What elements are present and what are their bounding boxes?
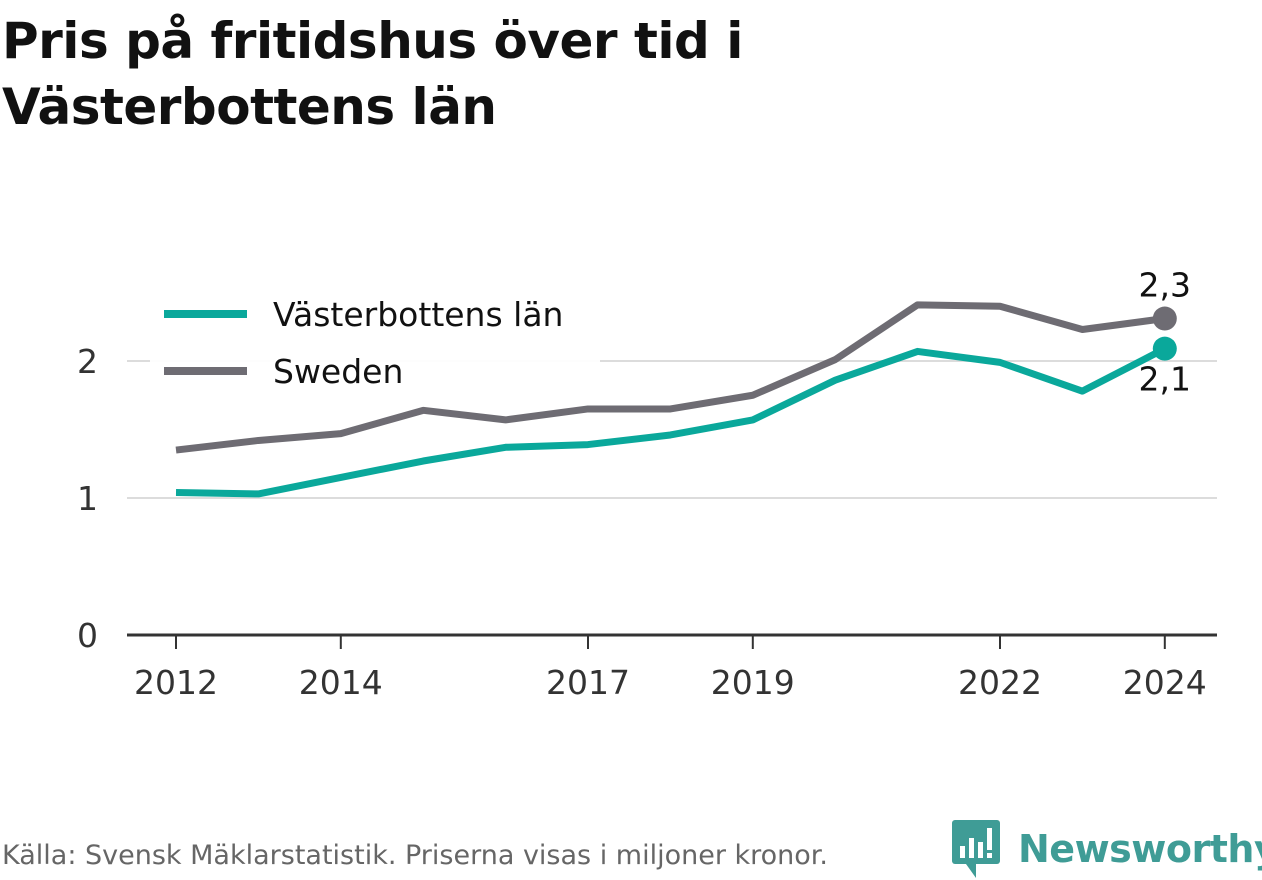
source-note: Källa: Svensk Mäklarstatistik. Priserna …: [2, 840, 829, 871]
y-tick-label-2: 2: [77, 342, 98, 381]
x-tick-label-2017: 2017: [546, 663, 630, 702]
chart-title: Pris på fritidshus över tid i Västerbott…: [2, 12, 743, 136]
x-tick-label-2014: 2014: [299, 663, 383, 702]
legend-label-sweden: Sweden: [273, 352, 403, 391]
legend-label-vasterbotten: Västerbottens län: [273, 295, 563, 334]
newsworthy-logo-icon: [952, 820, 1000, 878]
series-line-sweden: [175, 301, 1166, 454]
x-tick-label-2012: 2012: [134, 663, 218, 702]
legend: Västerbottens län Sweden: [150, 284, 600, 396]
x-tick-label-2024: 2024: [1123, 663, 1207, 702]
legend-background: [150, 284, 600, 396]
end-label-sweden: 2,3: [1139, 266, 1191, 305]
series-lines: 2,1 2,3: [175, 266, 1191, 498]
end-point-vasterbotten: [1152, 336, 1177, 361]
end-point-sweden: [1152, 306, 1177, 331]
brand-name: Newsworthy: [1018, 827, 1262, 871]
y-tick-label-0: 0: [77, 616, 98, 655]
x-axis: 2012 2014 2017 2019 2022 2024: [127, 633, 1217, 702]
series-line-vasterbotten: [175, 345, 1167, 498]
x-tick-label-2019: 2019: [711, 663, 795, 702]
x-tick-label-2022: 2022: [958, 663, 1042, 702]
brand-logo: Newsworthy: [952, 818, 1262, 880]
end-label-vasterbotten: 2,1: [1139, 360, 1191, 399]
y-tick-label-1: 1: [77, 479, 98, 518]
y-axis-ticks: 0 1 2: [77, 342, 98, 655]
